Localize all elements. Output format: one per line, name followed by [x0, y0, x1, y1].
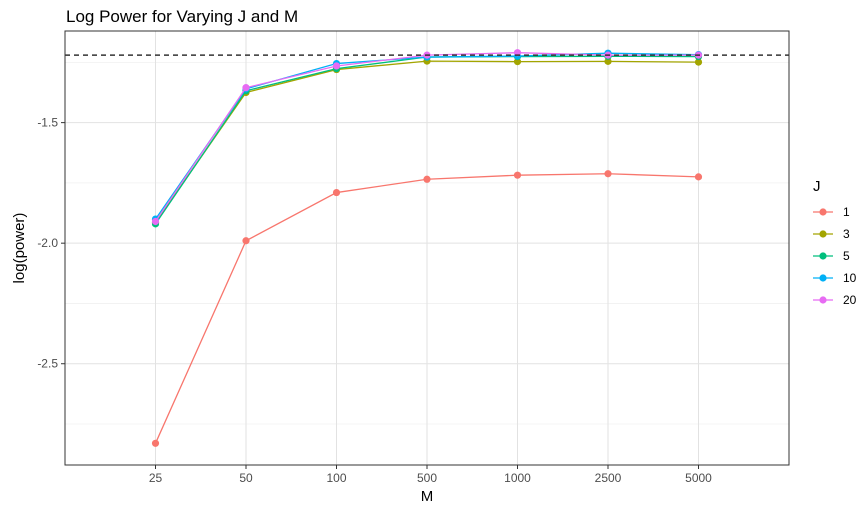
- legend-item: 20: [813, 293, 857, 307]
- data-point: [151, 217, 160, 226]
- legend-label: 3: [843, 227, 850, 241]
- legend-label: 20: [843, 293, 857, 307]
- series-1: [151, 170, 703, 447]
- x-tick-label: 50: [239, 471, 253, 485]
- chart-title: Log Power for Varying J and M: [66, 7, 298, 26]
- y-tick-label: -1.5: [37, 116, 58, 130]
- data-point: [694, 173, 703, 181]
- y-axis-label: log(power): [11, 213, 28, 284]
- data-point: [423, 175, 431, 183]
- y-tick-label: -2.5: [37, 357, 58, 371]
- legend-item: 5: [813, 249, 850, 263]
- y-tick-label: -2.0: [37, 236, 58, 250]
- legend-item: 1: [813, 205, 850, 219]
- x-tick-label: 2500: [595, 471, 622, 485]
- major-gridlines: [65, 31, 789, 465]
- legend-key-point: [819, 208, 827, 216]
- legend-title: J: [813, 178, 821, 195]
- legend: J 1 3 5 10 20: [813, 178, 857, 307]
- x-tick-label: 5000: [685, 471, 712, 485]
- legend-label: 1: [843, 205, 850, 219]
- x-tick-label: 100: [326, 471, 346, 485]
- x-tick-label: 25: [149, 471, 163, 485]
- legend-key-point: [819, 274, 827, 282]
- legend-item: 10: [813, 271, 857, 285]
- legend-label: 5: [843, 249, 850, 263]
- data-point: [604, 57, 612, 65]
- x-axis: 25 50 100 500 1000 2500 5000: [149, 465, 712, 485]
- legend-key-point: [819, 230, 827, 238]
- x-tick-label: 1000: [504, 471, 531, 485]
- data-point: [332, 62, 341, 70]
- data-point: [151, 439, 160, 447]
- data-point: [694, 58, 703, 66]
- data-point: [332, 188, 341, 197]
- legend-label: 10: [843, 271, 857, 285]
- x-tick-label: 500: [417, 471, 437, 485]
- y-axis: -1.5 -2.0 -2.5: [37, 116, 65, 371]
- data-point: [242, 237, 250, 245]
- data-point: [513, 58, 522, 66]
- legend-key-point: [819, 296, 827, 304]
- legend-item: 3: [813, 227, 850, 241]
- data-point: [604, 170, 612, 178]
- data-point: [242, 84, 250, 92]
- legend-key-point: [819, 252, 827, 260]
- data-point: [513, 171, 522, 179]
- x-axis-label: M: [421, 488, 434, 505]
